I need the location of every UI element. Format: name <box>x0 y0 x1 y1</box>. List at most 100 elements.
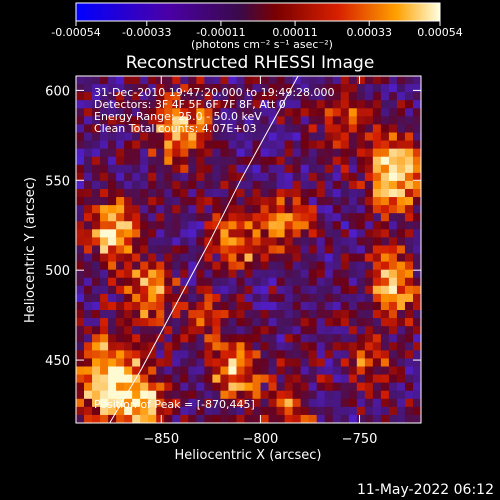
heatmap-cell <box>340 76 350 85</box>
heatmap-cell <box>244 342 254 351</box>
heatmap-cell <box>212 414 222 423</box>
heatmap-cell <box>396 277 406 287</box>
heatmap-cell <box>284 116 294 126</box>
heatmap-cell <box>276 188 286 198</box>
heatmap-cell <box>316 205 326 214</box>
heatmap-cell <box>364 382 374 392</box>
heatmap-cell <box>364 414 374 423</box>
heatmap-cell <box>132 124 141 134</box>
heatmap-cell <box>364 406 374 416</box>
heatmap-cell <box>196 213 205 222</box>
heatmap-cell <box>340 237 350 247</box>
heatmap-cell <box>124 285 133 295</box>
heatmap-cell <box>388 277 398 287</box>
heatmap-cell <box>380 124 390 134</box>
heatmap-cell <box>172 326 181 335</box>
heatmap-cell <box>276 334 286 343</box>
heatmap-cell <box>340 213 350 222</box>
heatmap-cell <box>348 398 358 408</box>
heatmap-cell <box>236 188 246 198</box>
heatmap-cell <box>292 326 302 335</box>
heatmap-cell <box>212 269 222 279</box>
heatmap-cell <box>300 285 310 295</box>
heatmap-cell <box>412 221 421 230</box>
heatmap-cell <box>132 156 141 166</box>
heatmap-cell <box>276 277 286 287</box>
heatmap-cell <box>228 358 238 368</box>
heatmap-cell <box>316 374 326 384</box>
heatmap-cell <box>356 205 366 214</box>
heatmap-cell <box>204 180 213 190</box>
heatmap-cell <box>92 213 101 222</box>
heatmap-cell <box>196 277 205 287</box>
heatmap-cell <box>108 172 117 182</box>
heatmap-cell <box>204 108 213 117</box>
heatmap-cell <box>140 92 149 101</box>
heatmap-cell <box>140 342 149 351</box>
heatmap-cell <box>124 100 133 109</box>
heatmap-cell <box>156 277 165 287</box>
heatmap-cell <box>204 100 213 109</box>
heatmap-cell <box>212 92 222 101</box>
heatmap-cell <box>380 269 390 279</box>
heatmap-cell <box>236 253 246 263</box>
heatmap-cell <box>268 213 278 222</box>
heatmap-cell <box>108 374 117 384</box>
heatmap-cell <box>356 374 366 384</box>
heatmap-cell <box>132 172 141 182</box>
heatmap-cell <box>356 76 366 85</box>
heatmap-cell <box>188 334 197 343</box>
heatmap-cell <box>156 301 165 311</box>
heatmap-cell <box>348 140 358 150</box>
heatmap-cell <box>236 277 246 287</box>
heatmap-cell <box>348 277 358 287</box>
heatmap-cell <box>260 390 270 400</box>
heatmap-cell <box>364 221 374 230</box>
heatmap-cell <box>172 197 181 206</box>
heatmap-cell <box>316 108 326 117</box>
heatmap-cell <box>148 398 157 408</box>
heatmap-cell <box>308 414 318 423</box>
heatmap-cell <box>380 310 390 319</box>
heatmap-cell <box>116 213 125 222</box>
heatmap-cell <box>220 269 230 279</box>
heatmap-cell <box>116 366 125 376</box>
heatmap-cell <box>100 164 109 174</box>
heatmap-cell <box>156 164 165 174</box>
heatmap-cell <box>148 334 157 343</box>
heatmap-cell <box>372 406 382 416</box>
colorbar-ticks: -0.00054 -0.00033 -0.00011 0.00011 0.00033 0.… <box>51 21 463 39</box>
heatmap-cell <box>116 318 125 327</box>
heatmap-cell <box>236 293 246 303</box>
heatmap-cell <box>124 172 133 182</box>
heatmap-cell <box>372 374 382 384</box>
heatmap-cell <box>148 172 157 182</box>
heatmap-cell <box>92 269 101 279</box>
heatmap-cell <box>172 213 181 222</box>
heatmap-cell <box>332 92 342 101</box>
heatmap-cell <box>228 140 238 150</box>
heatmap-cell <box>244 205 254 214</box>
heatmap-cell <box>100 221 109 230</box>
heatmap-cell <box>116 132 125 142</box>
heatmap-cell <box>244 197 254 206</box>
heatmap-cell <box>108 245 117 255</box>
heatmap-cell <box>316 132 326 142</box>
heatmap-cell <box>308 310 318 319</box>
heatmap-cell <box>132 92 141 101</box>
heatmap-cell <box>324 84 334 93</box>
heatmap-cell <box>396 358 406 368</box>
heatmap-cell <box>268 334 278 343</box>
heatmap-cell <box>100 229 109 238</box>
heatmap-cell <box>284 390 294 400</box>
heatmap-cell <box>324 108 334 117</box>
heatmap-cell <box>244 124 254 134</box>
heatmap-cell <box>236 350 246 360</box>
heatmap-cell <box>180 156 189 166</box>
heatmap-cell <box>84 140 93 150</box>
heatmap-cell <box>212 140 222 150</box>
heatmap-cell <box>284 301 294 311</box>
heatmap-cell <box>372 140 382 150</box>
heatmap-cell <box>132 205 141 214</box>
heatmap-cell <box>276 366 286 376</box>
